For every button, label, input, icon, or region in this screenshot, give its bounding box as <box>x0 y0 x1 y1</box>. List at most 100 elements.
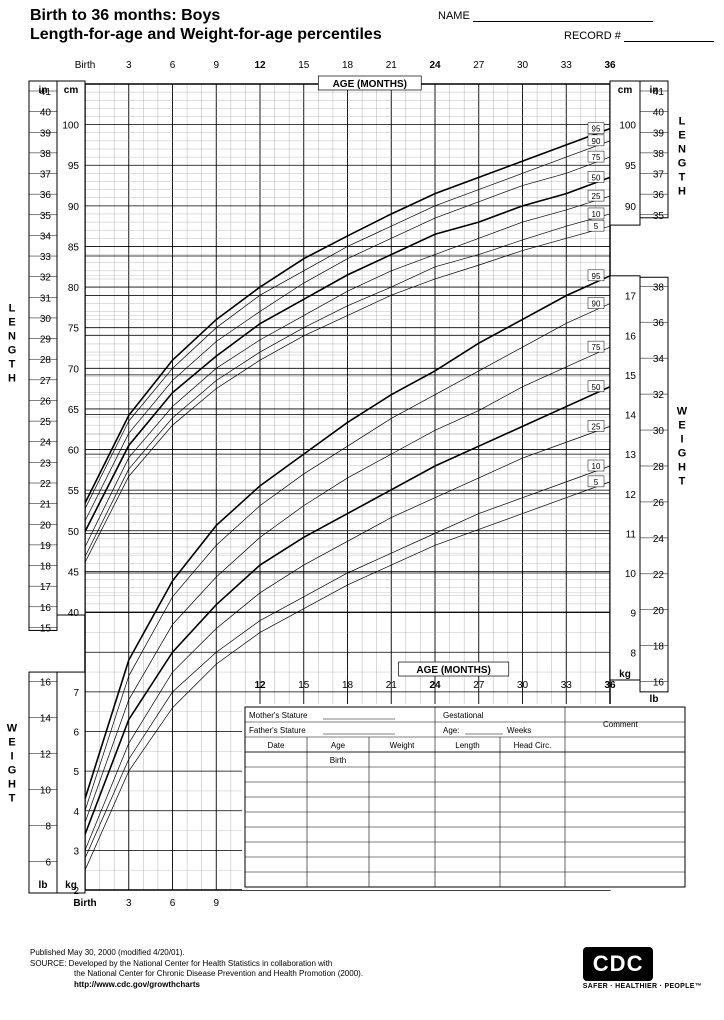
svg-text:11: 11 <box>626 529 637 540</box>
svg-text:N: N <box>8 330 16 342</box>
svg-text:16: 16 <box>40 678 52 689</box>
svg-text:12: 12 <box>254 60 266 71</box>
svg-text:Weeks: Weeks <box>507 726 531 735</box>
svg-text:5: 5 <box>594 222 599 231</box>
svg-text:30: 30 <box>517 60 529 71</box>
svg-text:34: 34 <box>653 354 665 365</box>
svg-text:40: 40 <box>653 108 665 119</box>
svg-text:6: 6 <box>45 857 51 868</box>
svg-text:36: 36 <box>604 680 616 691</box>
svg-text:27: 27 <box>473 680 485 691</box>
svg-text:60: 60 <box>68 446 80 457</box>
svg-text:T: T <box>679 476 686 488</box>
svg-text:Birth: Birth <box>75 60 96 71</box>
svg-text:34: 34 <box>40 231 52 242</box>
svg-text:27: 27 <box>40 376 52 387</box>
svg-text:Father's Stature: Father's Stature <box>249 726 306 735</box>
svg-text:50: 50 <box>68 527 80 538</box>
svg-text:75: 75 <box>68 324 80 335</box>
svg-text:L: L <box>9 302 16 314</box>
record-underline[interactable] <box>624 31 714 42</box>
footer-url: http://www.cdc.gov/growthcharts <box>30 980 363 990</box>
svg-text:4: 4 <box>73 807 79 818</box>
svg-text:Age:: Age: <box>443 726 459 735</box>
svg-text:18: 18 <box>342 680 354 691</box>
svg-text:28: 28 <box>653 462 665 473</box>
svg-text:cm: cm <box>64 85 79 96</box>
svg-text:70: 70 <box>68 364 80 375</box>
svg-text:41: 41 <box>40 87 52 98</box>
svg-text:90: 90 <box>592 300 601 309</box>
svg-text:33: 33 <box>561 680 573 691</box>
svg-text:14: 14 <box>40 714 52 725</box>
svg-text:37: 37 <box>40 170 52 181</box>
svg-text:3: 3 <box>126 60 132 71</box>
svg-text:kg: kg <box>619 669 631 680</box>
title-line-1: Birth to 36 months: Boys <box>30 6 382 25</box>
svg-text:E: E <box>8 316 15 328</box>
svg-text:100: 100 <box>619 121 636 132</box>
svg-text:12: 12 <box>40 750 52 761</box>
svg-text:T: T <box>679 172 686 184</box>
svg-text:15: 15 <box>625 371 637 382</box>
svg-text:G: G <box>8 344 17 356</box>
svg-text:85: 85 <box>68 242 80 253</box>
svg-text:H: H <box>678 462 686 474</box>
svg-text:Date: Date <box>268 741 285 750</box>
svg-text:8: 8 <box>45 821 51 832</box>
footer-source-2: the National Center for Chronic Disease … <box>30 969 363 979</box>
svg-text:Gestational: Gestational <box>443 711 484 720</box>
svg-text:95: 95 <box>625 161 637 172</box>
svg-text:75: 75 <box>592 153 601 162</box>
svg-text:50: 50 <box>592 173 601 182</box>
svg-text:25: 25 <box>592 192 601 201</box>
svg-text:E: E <box>678 130 685 142</box>
svg-text:38: 38 <box>653 282 665 293</box>
svg-text:9: 9 <box>630 609 636 620</box>
svg-text:24: 24 <box>40 438 52 449</box>
svg-text:3: 3 <box>73 846 79 857</box>
footer-source-1: SOURCE: Developed by the National Center… <box>30 959 363 969</box>
svg-text:16: 16 <box>653 678 665 689</box>
svg-text:95: 95 <box>592 125 601 134</box>
svg-text:36: 36 <box>40 190 52 201</box>
svg-text:26: 26 <box>40 396 52 407</box>
svg-text:5: 5 <box>594 478 599 487</box>
svg-text:Weight: Weight <box>390 741 416 750</box>
svg-text:10: 10 <box>592 462 601 471</box>
svg-text:17: 17 <box>625 292 637 303</box>
svg-text:55: 55 <box>68 486 80 497</box>
svg-text:30: 30 <box>40 314 52 325</box>
svg-text:100: 100 <box>62 121 79 132</box>
svg-text:6: 6 <box>170 60 176 71</box>
svg-text:Length: Length <box>455 741 479 750</box>
svg-text:L: L <box>679 116 686 128</box>
svg-text:Head Circ.: Head Circ. <box>514 741 552 750</box>
svg-text:lb: lb <box>650 694 659 705</box>
svg-text:65: 65 <box>68 405 80 416</box>
cdc-logo-text: CDC <box>583 947 654 981</box>
svg-text:10: 10 <box>592 210 601 219</box>
name-underline[interactable] <box>473 11 653 22</box>
svg-text:21: 21 <box>386 60 398 71</box>
svg-text:T: T <box>9 793 16 805</box>
svg-text:36: 36 <box>653 318 665 329</box>
svg-text:22: 22 <box>653 570 665 581</box>
svg-text:19: 19 <box>40 541 52 552</box>
svg-text:10: 10 <box>625 569 637 580</box>
svg-text:16: 16 <box>40 603 52 614</box>
svg-text:33: 33 <box>561 60 573 71</box>
svg-text:24: 24 <box>429 680 441 691</box>
svg-text:17: 17 <box>40 582 52 593</box>
svg-text:6: 6 <box>73 728 79 739</box>
cdc-logo: CDC SAFER · HEALTHIER · PEOPLE™ <box>583 947 702 990</box>
svg-text:12: 12 <box>625 490 637 501</box>
svg-text:I: I <box>680 434 683 446</box>
svg-text:7: 7 <box>73 688 79 699</box>
record-field: RECORD # <box>564 30 714 42</box>
svg-text:90: 90 <box>68 202 80 213</box>
svg-text:24: 24 <box>429 60 441 71</box>
svg-text:Mother's Stature: Mother's Stature <box>249 711 308 720</box>
chart-svg: 51025507590955102550759095Birth369121518… <box>0 52 724 932</box>
svg-text:36: 36 <box>604 60 616 71</box>
